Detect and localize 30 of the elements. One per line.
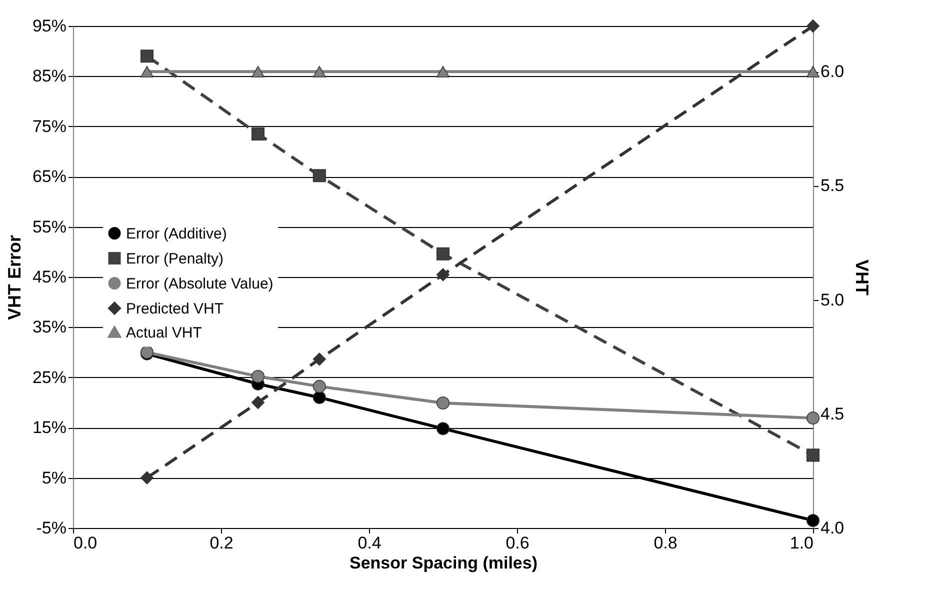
y-tick-label: -5%	[36, 518, 66, 538]
y-tick-label: 15%	[32, 418, 66, 438]
legend-label: Actual VHT	[126, 324, 202, 342]
y2-tick-label: 4.0	[820, 518, 844, 538]
y-tick-label: 75%	[32, 116, 66, 136]
legend-label: Error (Penalty)	[126, 250, 224, 268]
y-tick-label: 25%	[32, 368, 66, 387]
x-tick-label: 0.6	[506, 534, 530, 552]
x-tick-label: 0.4	[358, 534, 382, 552]
x-axis-title: Sensor Spacing (miles)	[350, 554, 538, 572]
y2-axis-title: VHT	[852, 260, 872, 296]
x-tick-label: 0.0	[74, 534, 98, 552]
x-tick-label: 0.2	[210, 534, 234, 552]
y-tick-label: 45%	[32, 268, 66, 286]
y-tick-label: 5%	[42, 468, 66, 488]
legend-label: Predicted VHT	[126, 300, 224, 318]
y-tick-label: 55%	[32, 217, 66, 236]
y2-tick-label: 4.5	[820, 404, 844, 424]
y-axis-title: VHT Error	[4, 234, 24, 320]
y-tick-label: 65%	[32, 167, 66, 186]
legend-label: Error (Absolute Value)	[126, 275, 274, 292]
y-tick-label: 85%	[32, 66, 66, 86]
x-tick-label: 0.8	[654, 534, 678, 552]
x-tick-label: 1.0	[790, 534, 814, 552]
y-tick-label: 35%	[32, 318, 66, 337]
y-tick-label: 95%	[32, 16, 66, 36]
legend-label: Error (Additive)	[126, 225, 227, 242]
y2-tick-label: 5.5	[820, 176, 844, 196]
y2-tick-label: 5.0	[820, 290, 844, 310]
y2-tick-label: 6.0	[820, 62, 844, 82]
